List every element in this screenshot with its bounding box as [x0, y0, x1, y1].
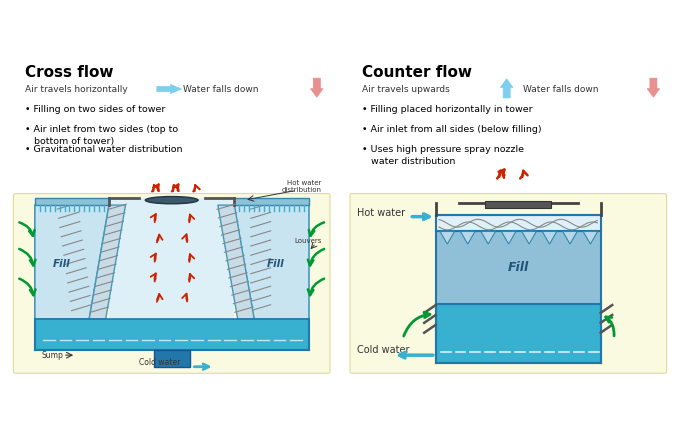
Polygon shape: [235, 205, 309, 319]
Polygon shape: [311, 78, 323, 97]
Bar: [436, 215, 600, 231]
Polygon shape: [563, 231, 577, 244]
Text: Hot water: Hot water: [356, 209, 405, 218]
Polygon shape: [522, 231, 537, 244]
FancyBboxPatch shape: [350, 194, 666, 373]
Text: Cross flow: Cross flow: [25, 65, 114, 80]
Text: Counter flow: Counter flow: [362, 65, 471, 80]
Text: • Air inlet from two sides (top to
   bottom of tower): • Air inlet from two sides (top to botto…: [25, 125, 178, 146]
Polygon shape: [647, 78, 660, 97]
Bar: [154, 350, 190, 367]
FancyBboxPatch shape: [3, 47, 340, 383]
Bar: [109, 198, 235, 319]
Text: Cold water: Cold water: [139, 358, 180, 367]
Polygon shape: [500, 79, 513, 98]
Bar: [436, 304, 600, 363]
Text: Water falls down: Water falls down: [183, 85, 259, 93]
Polygon shape: [89, 205, 126, 319]
Text: • Filling on two sides of tower: • Filling on two sides of tower: [25, 104, 165, 114]
Polygon shape: [440, 231, 454, 244]
Text: • Filling placed horizontally in tower: • Filling placed horizontally in tower: [362, 104, 532, 114]
Text: Fill: Fill: [507, 261, 529, 274]
FancyBboxPatch shape: [14, 194, 330, 373]
Polygon shape: [218, 205, 254, 319]
Text: • Gravitational water distribution: • Gravitational water distribution: [25, 145, 182, 154]
Text: Cold water: Cold water: [356, 345, 409, 355]
Bar: [235, 198, 309, 205]
Text: Fill: Fill: [267, 259, 284, 270]
Text: Louvers: Louvers: [294, 238, 322, 244]
Text: Sump: Sump: [41, 351, 63, 359]
Bar: [35, 319, 309, 350]
FancyBboxPatch shape: [340, 47, 677, 383]
Text: Air travels upwards: Air travels upwards: [362, 85, 449, 93]
Text: Air travels horizontally: Air travels horizontally: [25, 85, 128, 93]
Polygon shape: [583, 231, 598, 244]
Polygon shape: [481, 231, 496, 244]
Bar: [486, 201, 551, 209]
Text: Fill: Fill: [52, 259, 70, 270]
Polygon shape: [501, 231, 516, 244]
Polygon shape: [542, 231, 557, 244]
Polygon shape: [35, 205, 109, 319]
Polygon shape: [460, 231, 475, 244]
Text: Water falls down: Water falls down: [523, 85, 598, 93]
Polygon shape: [157, 84, 182, 94]
Bar: [35, 198, 109, 205]
Text: • Uses high pressure spray nozzle
   water distribution: • Uses high pressure spray nozzle water …: [362, 145, 524, 166]
Text: • Air inlet from all sides (below filling): • Air inlet from all sides (below fillin…: [362, 125, 541, 134]
Ellipse shape: [146, 197, 198, 204]
Bar: [436, 231, 600, 304]
Text: Hot water
distribution: Hot water distribution: [282, 181, 322, 194]
